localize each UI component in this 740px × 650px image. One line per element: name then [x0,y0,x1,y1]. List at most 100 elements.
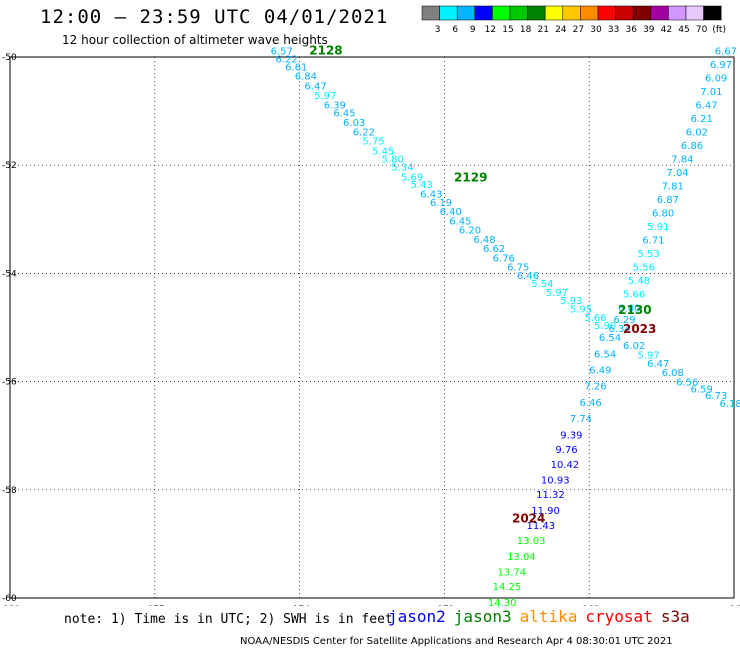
pass-id-label: 2128 [309,43,342,57]
swh-value: 5.69 [401,172,423,183]
credit-text: NOAA/NESDIS Center for Satellite Applica… [240,636,673,647]
swh-value: 5.91 [647,222,669,233]
lat-tick-label: -58 [2,486,17,496]
swh-value: 6.02 [686,127,708,138]
swh-value: 5.75 [362,137,384,148]
swh-value: 6.18 [720,399,740,410]
scale-label: 30 [590,25,602,35]
scale-label: 42 [661,25,672,35]
swh-value: 7.74 [570,414,592,425]
map-frame [9,56,735,599]
swh-value: 6.75 [507,263,529,274]
scale-label: 3 [435,25,441,35]
scale-label: 21 [537,25,548,35]
swh-value: 5.97 [546,288,568,299]
legend-item-s3a: s3a [660,607,690,626]
legend-item-jason2: jason2 [388,607,446,626]
swh-value: 6.57 [271,46,293,57]
swh-value: 6.29 [613,315,635,326]
swh-value: 6.34 [609,324,631,335]
altimeter-map: -180 -177 -174 -171 -168 -16 -50 -52 -54 -56 -58 -6… [0,43,740,606]
pass-id-label: 2130 [618,303,651,317]
swh-value: 6.67 [715,46,737,57]
swh-value: 6.56 [676,377,698,388]
swh-value: 6.86 [681,141,703,152]
swh-value: 5.45 [372,146,394,157]
swh-value: 5.66 [584,313,606,324]
swh-value: 5.34 [391,163,413,174]
swh-value: 6.45 [333,109,355,120]
swh-value: 13.74 [497,567,526,578]
swh-value: 5.43 [411,180,433,191]
swh-value: 6.48 [473,235,495,246]
scale-label: 6 [452,25,458,35]
swh-value: 11.43 [526,521,555,532]
lon-tick-label: -16 [727,605,740,606]
swh-value: 6.87 [657,195,679,206]
swh-value: 6.22 [353,127,375,138]
page-subtitle: 12 hour collection of altimeter wave hei… [62,33,328,47]
swh-value: 7.04 [666,168,688,179]
scale-swatch [703,5,722,21]
note-text: note: 1) Time is in UTC; 2) SWH is in fe… [64,612,393,627]
lat-tick-label: -56 [2,378,17,388]
swh-value: 6.97 [710,60,732,71]
swh-value: 7.81 [662,182,684,193]
swh-value: 6.46 [580,398,602,409]
lat-tick-label: -50 [2,53,17,63]
swh-value: 9.76 [555,445,577,456]
swh-value: 5.56 [633,263,655,274]
swh-value: 5.97 [314,91,336,102]
swh-value: 5.93 [560,296,582,307]
swh-value: 6.03 [343,118,365,129]
swh-value: 6.76 [493,253,515,264]
swh-value: 5.95 [570,304,592,315]
scale-label: 15 [502,25,513,35]
legend-item-altika: altika [519,607,578,626]
swh-value: 6.54 [599,333,621,344]
swh-value: 6.59 [691,384,713,395]
swh-value: 14.25 [493,582,522,593]
scale-label: 9 [470,25,476,35]
swh-value: 5.90 [594,321,616,332]
swh-value: 6.40 [440,207,462,218]
swh-value: 6.46 [517,271,539,282]
pass-id-label: 2023 [623,322,656,336]
pass-id-label: 2129 [454,170,487,184]
swh-value: 6.47 [647,359,669,370]
swh-value: 11.32 [536,490,565,501]
scale-label: 33 [608,25,619,35]
lon-tick-label: -171 [434,605,454,606]
lat-tick-label: -60 [2,594,17,604]
lon-tick-label: -168 [579,605,600,606]
scale-label: 27 [573,25,584,35]
scale-label: 18 [520,25,532,35]
swh-value: 6.71 [642,236,664,247]
swh-value: 6.43 [420,190,442,201]
swh-value: 6.19 [430,198,452,209]
swh-value: 10.42 [551,460,580,471]
swh-value: 5.97 [637,350,659,361]
swh-value: 7.01 [700,87,722,98]
swh-value: 7.26 [584,382,606,393]
scale-label: 12 [485,25,496,35]
scale-label: 70 [696,25,708,35]
scale-label: 24 [555,25,567,35]
swh-value: 6.39 [324,100,346,111]
swh-value: 6.54 [594,349,616,360]
legend-item-cryosat: cryosat [585,607,653,626]
swh-value: 11.90 [531,506,560,517]
swh-value: 6.09 [705,73,727,84]
scale-label: 45 [678,25,689,35]
lat-tick-label: -52 [2,161,17,171]
color-scale: 3 6 9 12 15 18 21 24 27 30 33 36 39 42 45 70 (ft) [421,5,726,35]
swh-value: 6.61 [285,63,307,74]
swh-value: 6.47 [304,81,326,92]
page-title: 12:00 – 23:59 UTC 04/01/2021 [40,6,389,28]
swh-value: 5.53 [637,249,659,260]
swh-value: 6.62 [483,244,505,255]
swh-value: 6.45 [449,217,471,228]
swh-value: 13.04 [507,552,536,563]
lon-tick-label: -180 [0,605,20,606]
satellite-legend: jason2 jason3 altika cryosat s3a [388,607,698,626]
